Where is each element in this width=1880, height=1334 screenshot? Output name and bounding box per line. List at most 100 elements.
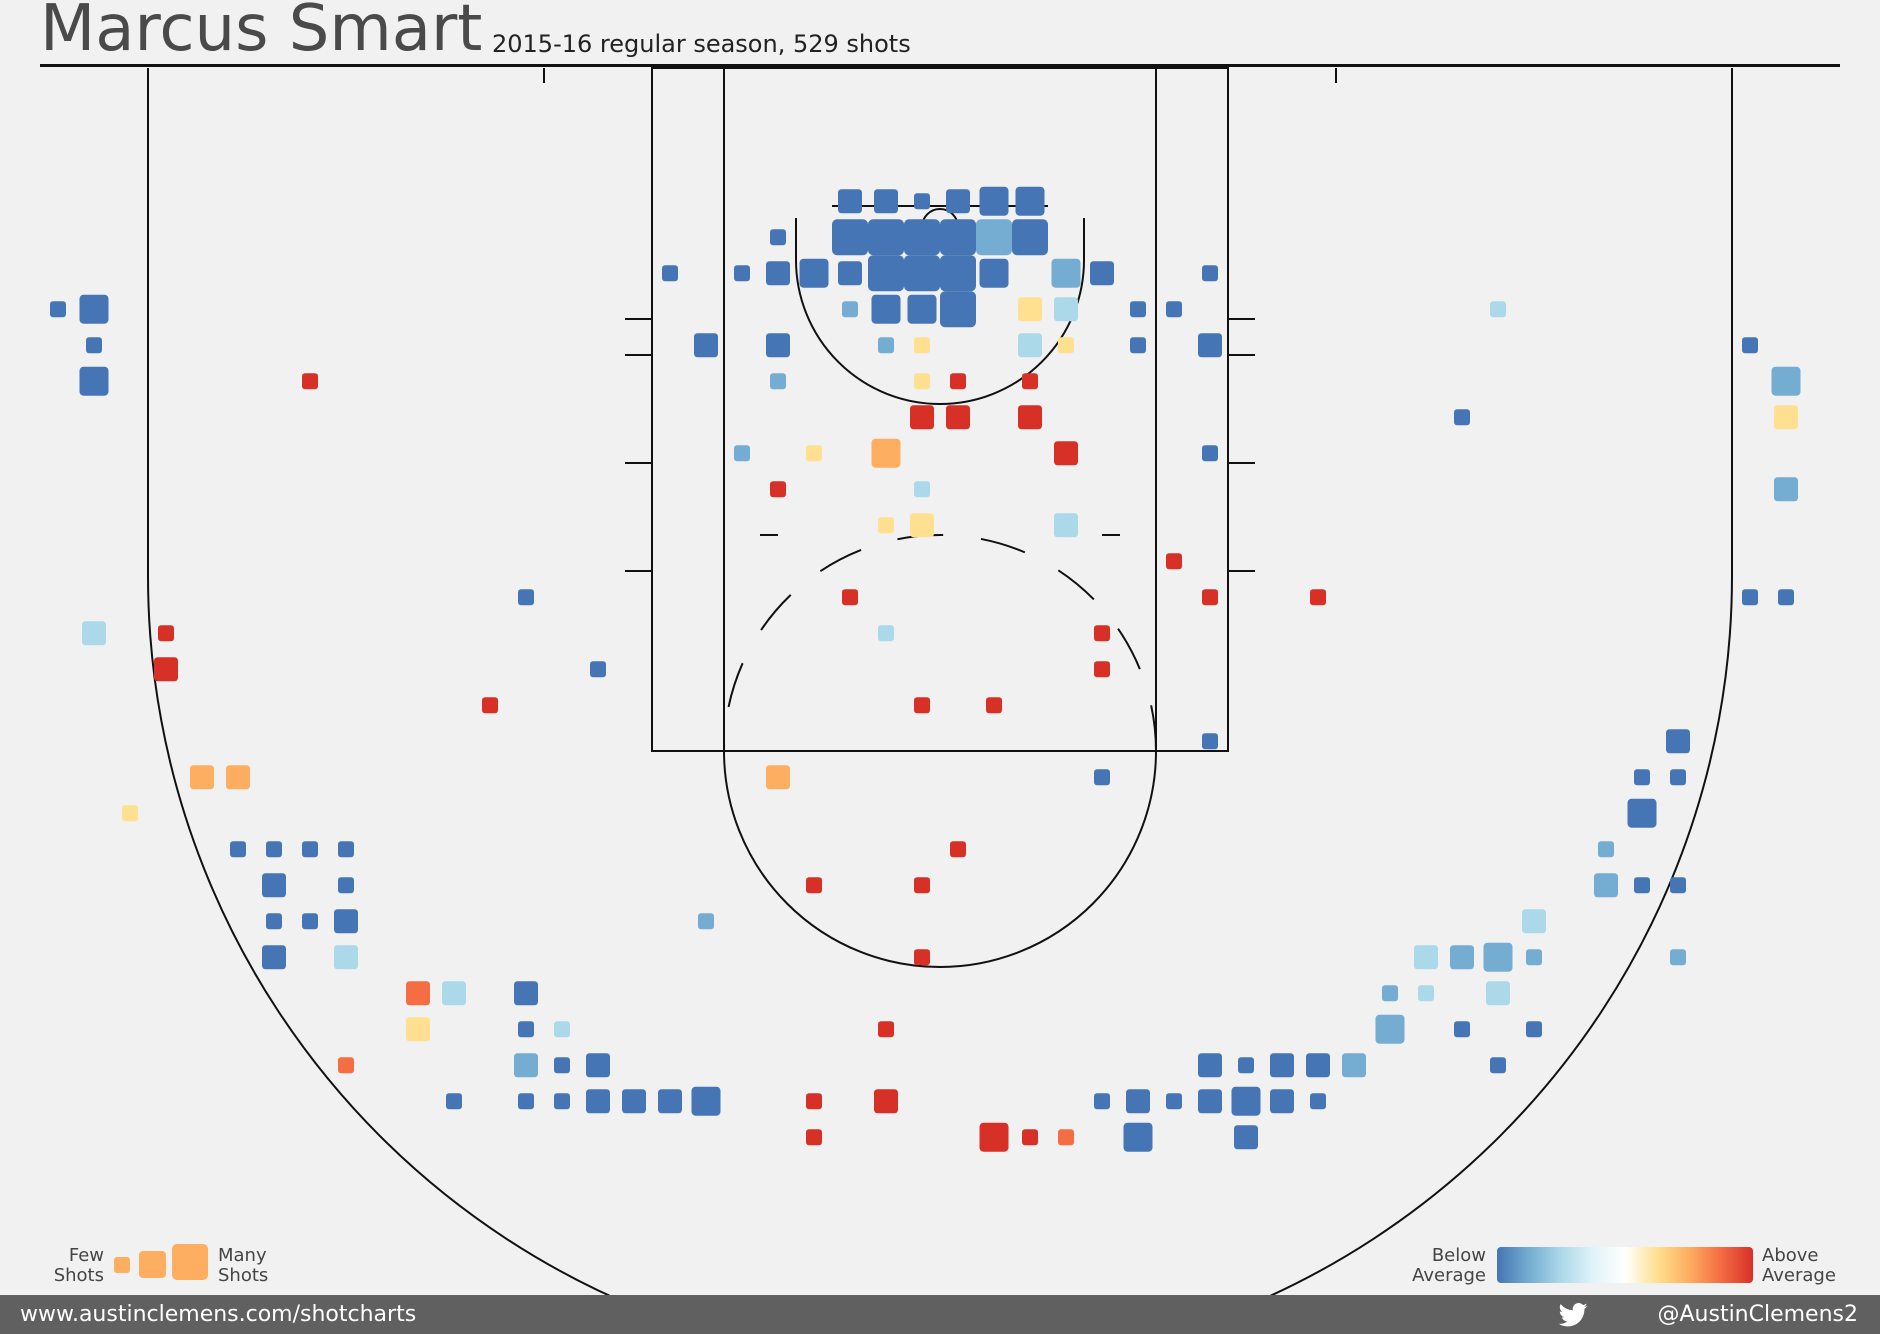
shot-bin — [1166, 1093, 1182, 1110]
shot-bin — [910, 513, 934, 538]
shot-bin — [838, 189, 862, 214]
footer-twitter-handle[interactable]: @AustinClemens2 — [1657, 1302, 1858, 1327]
shot-bin — [1094, 769, 1110, 786]
shot-bin — [1094, 661, 1110, 678]
shot-bin — [832, 219, 868, 256]
shot-bin — [979, 1122, 1009, 1152]
shot-bin — [514, 981, 538, 1006]
shot-bin — [1310, 1093, 1326, 1110]
shot-bin — [586, 1089, 610, 1114]
shot-bin — [514, 1053, 538, 1078]
shot-bin — [806, 1129, 822, 1146]
legend-few-label: Few Shots — [53, 1245, 104, 1286]
shot-bin — [868, 255, 904, 292]
shot-bin — [1054, 297, 1078, 322]
shot-bin — [1450, 945, 1474, 970]
shot-bin — [554, 1093, 570, 1110]
shot-bin — [1670, 769, 1686, 786]
shot-bin — [82, 621, 106, 646]
shot-bin — [1202, 589, 1218, 606]
legend-many-label: Many Shots — [218, 1245, 269, 1286]
shot-bin — [266, 913, 282, 930]
shot-bin — [518, 1021, 534, 1038]
shot-bin — [806, 877, 822, 894]
shot-bin — [406, 1017, 430, 1042]
shot-bin — [1526, 949, 1542, 966]
shot-bin — [914, 877, 930, 894]
shot-bin — [554, 1057, 570, 1074]
shot-bin — [871, 438, 901, 468]
shot-bin — [1526, 1021, 1542, 1038]
shot-bin — [904, 219, 940, 256]
shot-bin — [154, 657, 178, 682]
twitter-bird-icon[interactable] — [1558, 1303, 1588, 1327]
shot-bin — [262, 873, 286, 898]
shot-bin — [1130, 337, 1146, 354]
shot-bin — [878, 337, 894, 354]
shot-bin — [770, 373, 786, 390]
shot-bin — [874, 1089, 898, 1114]
shot-bin — [806, 1093, 822, 1110]
shot-bin — [1202, 445, 1218, 462]
color-legend-bar — [1497, 1247, 1753, 1283]
shot-bin — [266, 841, 282, 858]
shot-bin — [1022, 373, 1038, 390]
shot-bin — [1742, 589, 1758, 606]
shot-bin — [976, 219, 1012, 256]
footer-bar: www.austinclemens.com/shotcharts @Austin… — [0, 1295, 1880, 1334]
shot-bin — [1522, 909, 1546, 934]
footer-website[interactable]: www.austinclemens.com/shotcharts — [20, 1302, 417, 1327]
shot-bin — [230, 841, 246, 858]
chart-header: Marcus Smart 2015-16 regular season, 529… — [40, 0, 1840, 68]
shot-bin — [1018, 405, 1042, 430]
shot-bin — [799, 258, 829, 288]
shot-bin — [334, 945, 358, 970]
shot-bin — [868, 219, 904, 256]
shot-bin — [914, 193, 930, 210]
shot-bin — [590, 661, 606, 678]
shot-bin — [1015, 186, 1045, 216]
shot-bin — [1058, 1129, 1074, 1146]
shot-bin — [770, 481, 786, 498]
shot-bin — [1051, 258, 1081, 288]
shot-bin — [946, 189, 970, 214]
shot-bin — [1270, 1089, 1294, 1114]
legend-above-label: Above Average — [1762, 1245, 1836, 1286]
shot-bin — [1598, 841, 1614, 858]
shot-bin — [1483, 942, 1513, 972]
shot-bin — [907, 294, 937, 324]
shot-bin — [878, 1021, 894, 1038]
shot-bin — [838, 261, 862, 286]
shot-bin — [1126, 1089, 1150, 1114]
shot-bin — [770, 229, 786, 246]
shot-bin — [842, 589, 858, 606]
shot-bin — [1774, 405, 1798, 430]
shot-bin — [766, 333, 790, 358]
shot-bin — [904, 255, 940, 292]
shot-bin — [586, 1053, 610, 1078]
free-throw-circle-bottom — [723, 750, 1157, 968]
shot-bin — [878, 517, 894, 534]
shot-bin — [910, 405, 934, 430]
shot-bin — [1594, 873, 1618, 898]
legend-below-label: Below Average — [1412, 1245, 1486, 1286]
shot-bin — [914, 337, 930, 354]
shot-bin — [122, 805, 138, 822]
shot-bin — [1270, 1053, 1294, 1078]
shot-bin — [940, 219, 976, 256]
shot-bin — [1771, 366, 1801, 396]
shot-bin — [302, 913, 318, 930]
shot-bin — [766, 261, 790, 286]
shot-bin — [691, 1086, 721, 1116]
court-lines — [147, 67, 1733, 1334]
shot-bin — [914, 481, 930, 498]
shot-bin — [1198, 1089, 1222, 1114]
shot-bin — [694, 333, 718, 358]
shot-bin — [302, 373, 318, 390]
shot-bin — [1090, 261, 1114, 286]
shot-bin — [1418, 985, 1434, 1002]
shot-bin — [518, 1093, 534, 1110]
shot-bin — [842, 301, 858, 318]
shot-bin — [442, 981, 466, 1006]
